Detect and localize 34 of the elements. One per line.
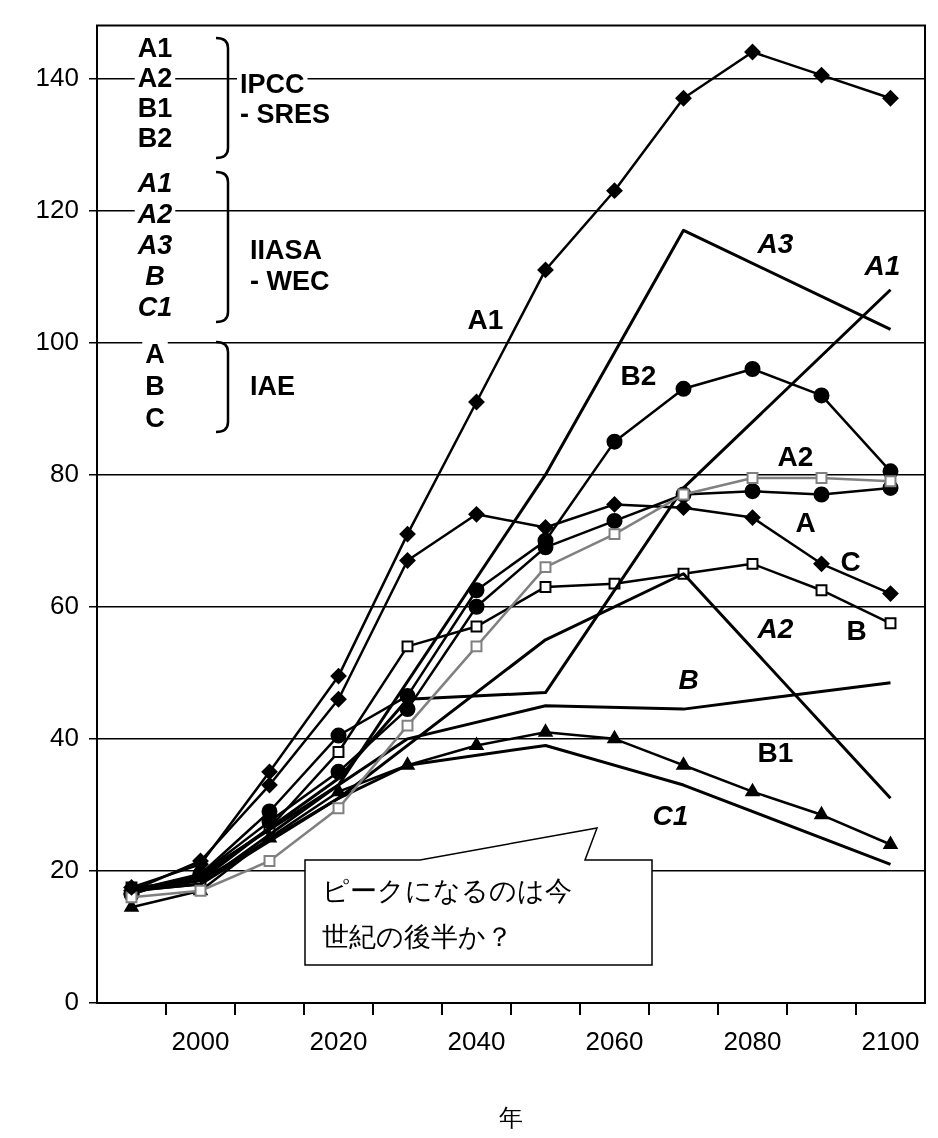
x-tick-label: 2040 <box>447 1025 506 1056</box>
y-tick-label: 0 <box>64 986 79 1017</box>
annotation: IAE <box>250 371 296 402</box>
x-tick-label: 2000 <box>171 1025 230 1056</box>
annotation: A B C <box>145 339 165 434</box>
annotation: IIASA - WEC <box>250 235 330 297</box>
x-tick-label: 2020 <box>309 1025 368 1056</box>
x-tick-label: 2100 <box>861 1025 920 1056</box>
x-tick-label: 2060 <box>585 1025 644 1056</box>
series-label: B <box>678 663 699 695</box>
series-label: A3 <box>756 228 794 260</box>
y-tick-label: 80 <box>50 457 79 488</box>
annotation: A1 A2 A3 B C1 <box>136 168 173 323</box>
series-label: C <box>840 546 861 578</box>
y-tick-label: 40 <box>50 722 79 753</box>
y-tick-label: 20 <box>50 854 79 885</box>
series-label: A2 <box>756 613 794 645</box>
series-label: B1 <box>757 737 794 769</box>
y-tick-label: 60 <box>50 589 79 620</box>
x-tick-label: 2080 <box>723 1025 782 1056</box>
annotation: IPCC - SRES <box>240 69 331 130</box>
series-label: A2 <box>777 440 814 472</box>
series-label: A1 <box>467 303 504 335</box>
y-tick-label: 140 <box>35 61 79 92</box>
y-tick-label: 120 <box>35 193 79 224</box>
x-axis-title: 年 <box>499 1104 523 1132</box>
series-label: B2 <box>620 359 657 391</box>
annotation: A1 A2 B1 B2 <box>137 33 173 154</box>
series-label: C1 <box>652 799 689 831</box>
y-tick-label: 100 <box>35 325 79 356</box>
annotation: ピークになるのは今世紀の後半か？ <box>322 876 572 953</box>
series-label: A <box>795 507 816 539</box>
series-label: B <box>846 614 867 646</box>
series-label: A1 <box>863 250 901 282</box>
